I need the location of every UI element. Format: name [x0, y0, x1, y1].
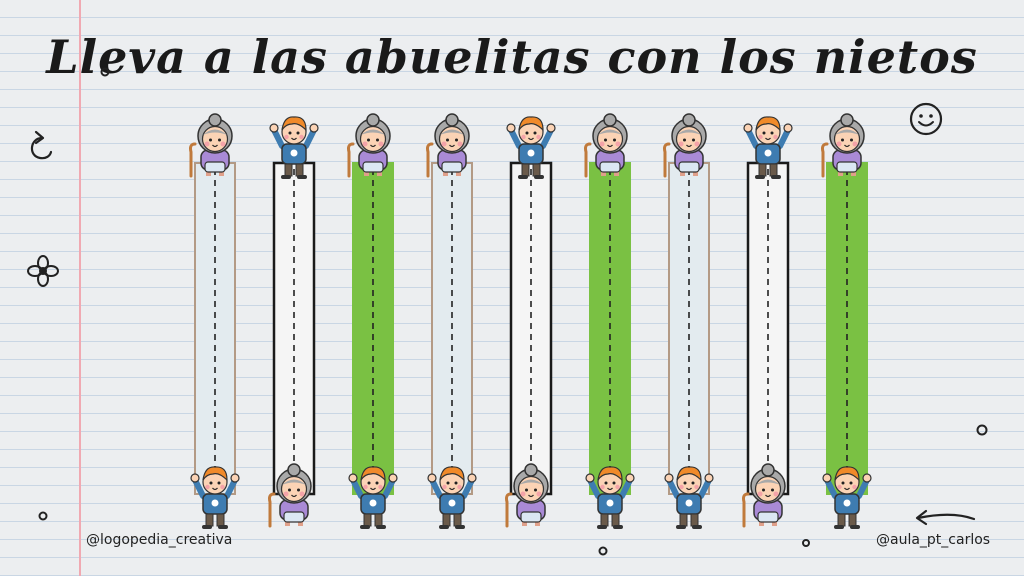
grandchild-figure[interactable]	[823, 467, 871, 529]
tracing-lane[interactable]	[668, 162, 710, 495]
arrow-icon	[915, 509, 976, 526]
tracing-lane[interactable]	[826, 162, 868, 495]
dot-icon	[598, 546, 608, 556]
tracing-lane[interactable]	[194, 162, 236, 495]
dot-icon	[976, 424, 988, 436]
dot-icon	[100, 67, 110, 77]
grandchild-figure[interactable]	[665, 467, 713, 529]
grandchild-figure[interactable]	[428, 467, 476, 529]
tracing-lane[interactable]	[509, 161, 553, 496]
notebook-margin-line	[79, 0, 81, 576]
tracing-lane[interactable]	[272, 161, 316, 496]
tracing-lane[interactable]	[431, 162, 473, 495]
credit-left: @logopedia_creativa	[86, 532, 233, 548]
grandchild-figure[interactable]	[586, 467, 634, 529]
dot-icon	[802, 539, 810, 547]
grandchild-figure[interactable]	[349, 467, 397, 529]
page-title: Lleva a las abuelitas con los nietos	[46, 30, 978, 84]
swirl-arrow-icon	[30, 130, 53, 160]
tracing-lane[interactable]	[352, 162, 394, 495]
credit-right: @aula_pt_carlos	[876, 532, 991, 548]
smiley-icon	[909, 102, 943, 136]
grandchild-figure[interactable]	[191, 467, 239, 529]
flower-icon	[27, 255, 59, 287]
tracing-lane[interactable]	[589, 162, 631, 495]
dot-icon	[38, 511, 48, 521]
tracing-lane[interactable]	[746, 161, 790, 496]
